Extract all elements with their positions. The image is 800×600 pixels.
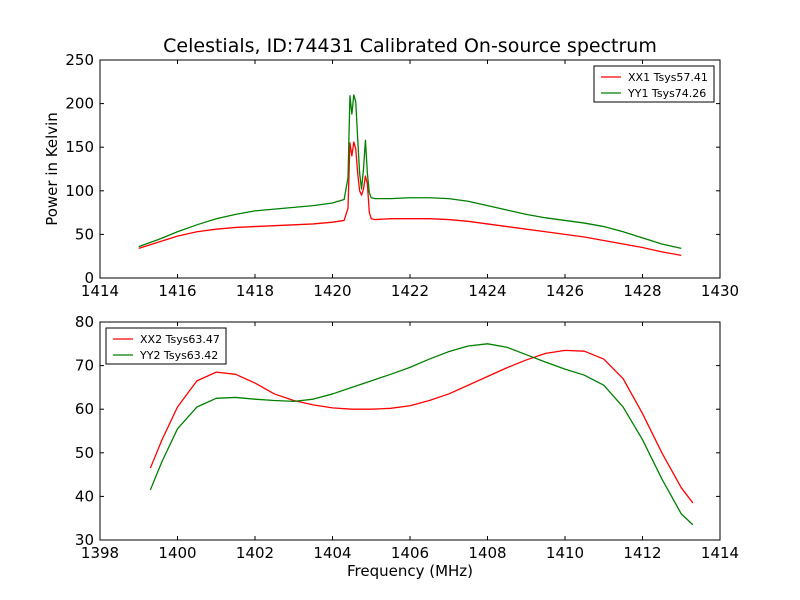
bottom-legend-label-2: YY2 Tsys63.42 bbox=[139, 349, 218, 362]
bottom-x-tick-label: 1410 bbox=[546, 544, 584, 562]
top-x-tick-label: 1418 bbox=[236, 282, 274, 300]
top-legend-label-2: YY1 Tsys74.26 bbox=[627, 87, 706, 100]
top-series-1-line bbox=[138, 141, 682, 256]
bottom-x-axis-label: Frequency (MHz) bbox=[347, 562, 473, 580]
top-series-2-line bbox=[138, 94, 682, 249]
bottom-y-tick-label: 60 bbox=[75, 400, 94, 418]
top-y-tick-label: 100 bbox=[65, 182, 94, 200]
bottom-y-tick-label: 40 bbox=[75, 487, 94, 505]
bottom-x-tick-label: 1414 bbox=[701, 544, 739, 562]
top-y-tick-label: 200 bbox=[65, 95, 94, 113]
bottom-x-tick-label: 1412 bbox=[623, 544, 661, 562]
top-y-tick-label: 250 bbox=[65, 51, 94, 69]
bottom-legend-label-1: XX2 Tsys63.47 bbox=[140, 333, 220, 346]
top-axes: 1414 1416 1418 1420 1422 1424 1426 1428 1430 0 50 1… bbox=[65, 51, 739, 300]
top-legend-label-1: XX1 Tsys57.41 bbox=[628, 71, 708, 84]
top-x-tick-label: 1424 bbox=[468, 282, 506, 300]
bottom-x-tick-label: 1404 bbox=[313, 544, 351, 562]
bottom-x-tick-label: 1400 bbox=[158, 544, 196, 562]
bottom-y-tick-label: 70 bbox=[75, 357, 94, 375]
bottom-legend-box bbox=[105, 327, 227, 365]
top-y-tick-label: 0 bbox=[84, 269, 94, 287]
bottom-y-tick-label: 50 bbox=[75, 444, 94, 462]
top-x-tick-label: 1422 bbox=[391, 282, 429, 300]
top-x-tick-label: 1430 bbox=[701, 282, 739, 300]
top-legend: XX1 Tsys57.41 YY1 Tsys74.26 bbox=[593, 65, 715, 103]
bottom-x-tick-label: 1402 bbox=[236, 544, 274, 562]
bottom-y-tick-label: 80 bbox=[75, 313, 94, 331]
top-x-tick-label: 1416 bbox=[158, 282, 196, 300]
bottom-series-2-line bbox=[149, 343, 694, 526]
bottom-series-1-line bbox=[149, 349, 694, 504]
bottom-y-tick-label: 30 bbox=[75, 531, 94, 549]
bottom-legend: XX2 Tsys63.47 YY2 Tsys63.42 bbox=[105, 327, 227, 365]
top-x-tick-label: 1414 bbox=[81, 282, 119, 300]
top-x-tick-label: 1426 bbox=[546, 282, 584, 300]
top-y-axis-label: Power in Kelvin bbox=[43, 112, 61, 226]
bottom-x-tick-label: 1398 bbox=[81, 544, 119, 562]
top-x-tick-label: 1428 bbox=[623, 282, 661, 300]
top-x-tick-label: 1420 bbox=[313, 282, 351, 300]
figure-title: Celestials, ID:74431 Calibrated On-sourc… bbox=[163, 35, 657, 57]
bottom-x-tick-label: 1408 bbox=[468, 544, 506, 562]
bottom-x-tick-label: 1406 bbox=[391, 544, 429, 562]
top-legend-box bbox=[593, 65, 715, 103]
bottom-axes: 1398 1400 1402 1404 1406 1408 1410 1412 1414 30 40… bbox=[75, 313, 739, 562]
top-y-tick-label: 50 bbox=[75, 225, 94, 243]
top-y-tick-label: 150 bbox=[65, 138, 94, 156]
